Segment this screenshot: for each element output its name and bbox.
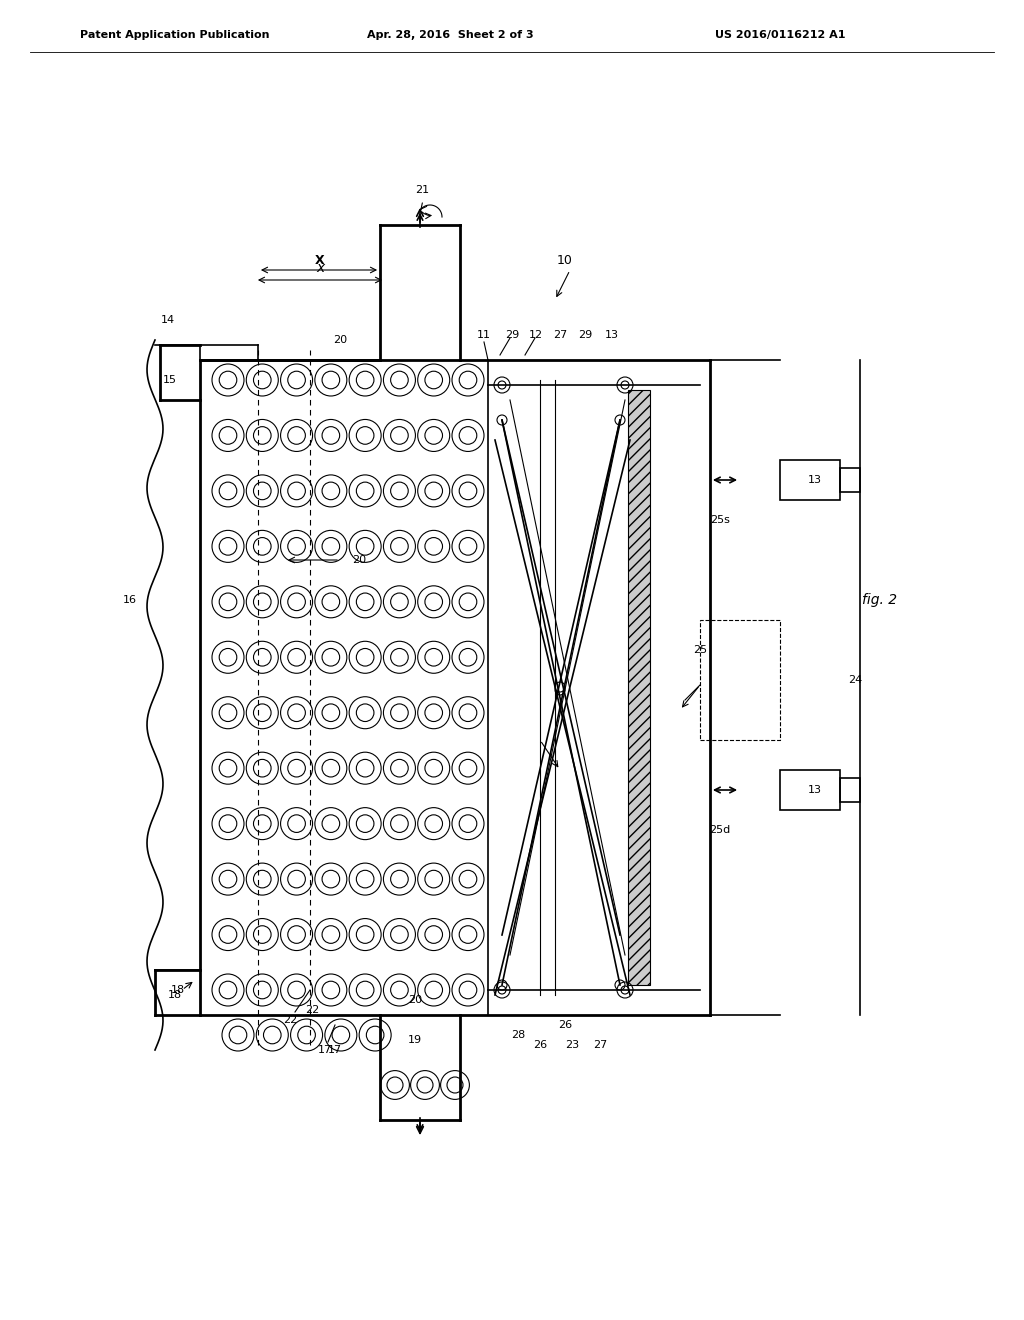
Bar: [780, 459, 840, 500]
Text: 18: 18: [171, 985, 185, 995]
Text: Apr. 28, 2016  Sheet 2 of 3: Apr. 28, 2016 Sheet 2 of 3: [367, 30, 534, 40]
Circle shape: [615, 414, 625, 425]
Bar: [840, 469, 860, 492]
Circle shape: [555, 682, 565, 692]
Text: 25: 25: [693, 645, 707, 655]
Text: 17: 17: [317, 1045, 332, 1055]
Text: 27: 27: [593, 1040, 607, 1049]
Text: 18: 18: [168, 990, 182, 1001]
Text: 20: 20: [333, 335, 347, 345]
Text: 27: 27: [553, 330, 567, 341]
Text: 13: 13: [808, 785, 822, 795]
Text: 26: 26: [558, 1020, 572, 1030]
Text: fig. 2: fig. 2: [862, 593, 898, 607]
Text: X: X: [315, 253, 325, 267]
Bar: [628, 389, 650, 985]
Text: 13: 13: [808, 475, 822, 484]
Text: 15: 15: [163, 375, 177, 385]
Circle shape: [555, 685, 565, 696]
Circle shape: [615, 979, 625, 990]
Circle shape: [497, 414, 507, 425]
Text: 23: 23: [565, 1040, 579, 1049]
Text: 22: 22: [283, 1015, 297, 1026]
Text: 16: 16: [123, 595, 137, 605]
Text: 26: 26: [532, 1040, 547, 1049]
Circle shape: [497, 979, 507, 990]
Text: 28: 28: [511, 1030, 525, 1040]
Text: 10: 10: [557, 253, 573, 267]
Text: 29: 29: [505, 330, 519, 341]
Text: 14: 14: [161, 315, 175, 325]
Bar: [700, 620, 780, 741]
Text: 19: 19: [408, 1035, 422, 1045]
Bar: [780, 770, 840, 810]
Bar: [840, 777, 860, 803]
Text: 29: 29: [578, 330, 592, 341]
Text: 20: 20: [408, 995, 422, 1005]
Text: 20: 20: [352, 554, 367, 565]
Text: 13: 13: [605, 330, 618, 341]
Text: 24: 24: [848, 675, 862, 685]
Text: Patent Application Publication: Patent Application Publication: [80, 30, 269, 40]
Text: US 2016/0116212 A1: US 2016/0116212 A1: [715, 30, 845, 40]
Text: x: x: [315, 261, 325, 275]
Text: 22: 22: [305, 1005, 319, 1015]
Text: 17: 17: [328, 1045, 342, 1055]
Text: 25s: 25s: [710, 515, 730, 525]
Text: 25d: 25d: [710, 825, 731, 836]
Text: 11: 11: [477, 330, 490, 341]
Text: 12: 12: [529, 330, 543, 341]
Text: 21: 21: [415, 185, 429, 195]
